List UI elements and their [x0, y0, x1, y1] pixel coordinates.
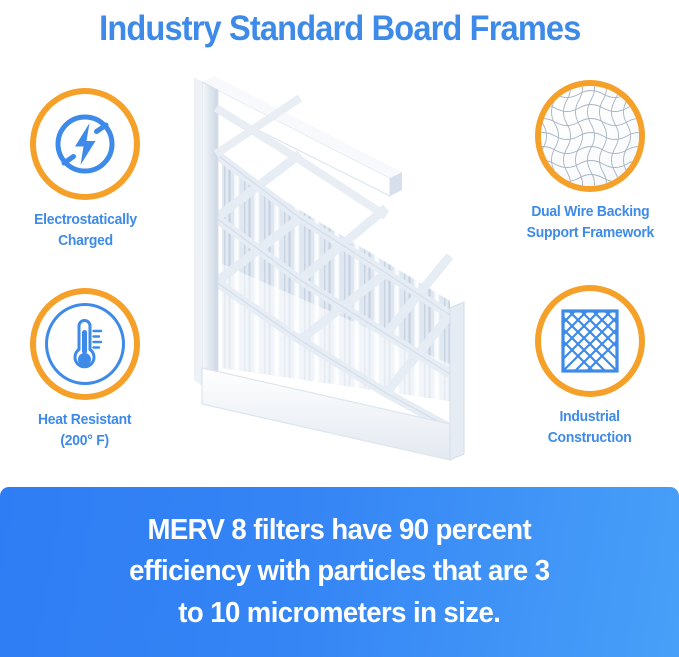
icon-ring-orange — [30, 88, 140, 200]
feature-electrostatically-charged: Electrostatically Charged — [0, 88, 170, 251]
feature-industrial-construction: Industrial Construction — [505, 285, 675, 448]
feature-label-line1: Industrial — [559, 409, 621, 425]
feature-label: Dual Wire Backing Support Framework — [526, 202, 654, 243]
feature-label: Electrostatically Charged — [34, 210, 137, 251]
inner-ring-blue — [45, 303, 125, 385]
frame-left-post — [194, 77, 219, 395]
feature-heat-resistant: Heat Resistant (200° F) — [0, 288, 170, 451]
feature-label: Industrial Construction — [548, 407, 632, 448]
pleated-air-filter-illustration — [150, 68, 520, 483]
banner-text: MERV 8 filters have 90 percent efficienc… — [91, 510, 587, 634]
banner-line-1: MERV 8 filters have 90 percent — [147, 514, 532, 547]
filter-svg — [194, 76, 465, 461]
feature-label-line1: Electrostatically — [33, 212, 137, 228]
title-bar: Industry Standard Board Frames — [0, 0, 679, 56]
feature-label-line2: Support Framework — [526, 224, 654, 241]
page-title: Industry Standard Board Frames — [98, 8, 581, 48]
feature-label-line2: (200° F) — [60, 432, 110, 449]
banner-line-2: efficiency with particles that are 3 — [129, 555, 550, 588]
frame-upper-web — [213, 94, 389, 220]
feature-label: Heat Resistant (200° F) — [38, 410, 132, 451]
bottom-banner: MERV 8 filters have 90 percent efficienc… — [0, 487, 679, 657]
icon-ring-orange — [30, 288, 140, 400]
feature-label-line1: Heat Resistant — [38, 412, 132, 428]
frame-right-cap — [449, 301, 465, 461]
wire-mesh-photo — [541, 86, 639, 186]
icon-ring-orange — [535, 285, 645, 397]
banner-line-3: to 10 micrometers in size. — [178, 596, 501, 629]
wire-mesh-pattern — [541, 86, 639, 186]
feature-label-line1: Dual Wire Backing — [530, 204, 650, 220]
wire-grid-outline — [215, 153, 451, 429]
thermometer-icon — [73, 319, 103, 369]
lattice-grid-icon — [561, 309, 619, 373]
icon-ring-orange — [535, 80, 645, 192]
feature-label-line2: Charged — [57, 232, 113, 249]
lightning-bolt-no-static-icon — [55, 114, 115, 174]
feature-dual-wire-backing: Dual Wire Backing Support Framework — [505, 80, 675, 243]
feature-label-line2: Construction — [548, 429, 632, 446]
